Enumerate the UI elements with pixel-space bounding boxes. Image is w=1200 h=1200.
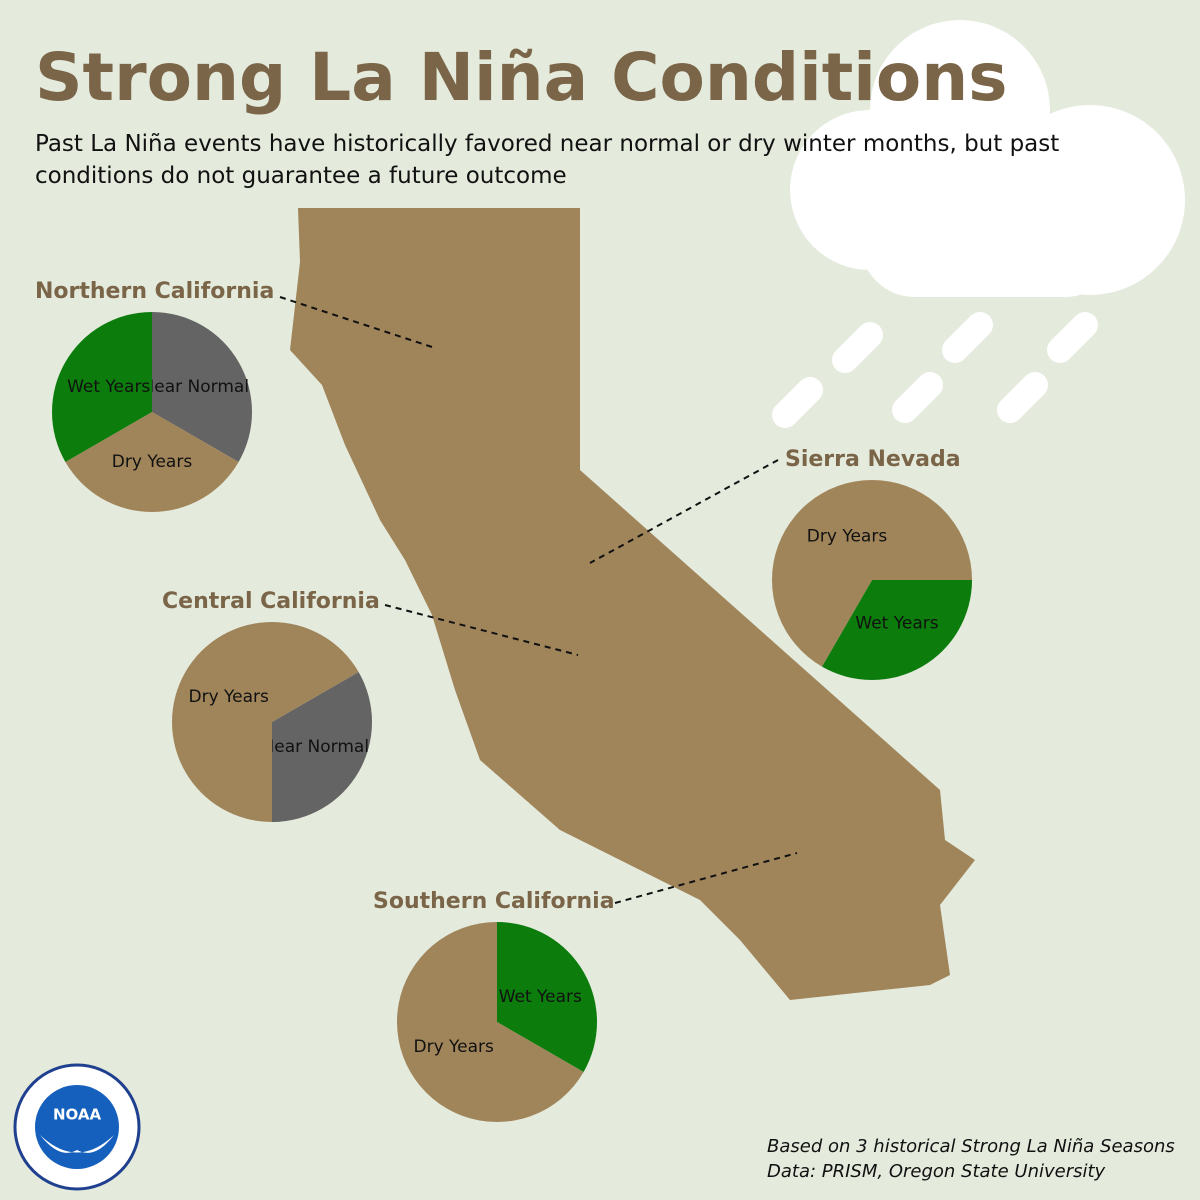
pie-slice (272, 672, 373, 822)
slice-label: Dry Years (807, 527, 888, 547)
region-label: Southern California (373, 889, 615, 914)
leader-line (384, 604, 579, 656)
leader-line (589, 459, 779, 564)
slice-label: Dry Years (413, 1037, 494, 1057)
slice-label: Wet Years (499, 987, 582, 1007)
footnote: Data: PRISM, Oregon State University (767, 1161, 1106, 1182)
pie-slice (52, 312, 152, 462)
cloud (772, 20, 1185, 428)
region-label: Northern California (35, 279, 274, 304)
slice-label: Wet Years (67, 377, 150, 397)
slice-label: Dry Years (112, 452, 193, 472)
pie-slice (771, 479, 972, 667)
leader-line (279, 296, 436, 349)
slice-label: Wet Years (855, 613, 938, 633)
pie-slice (172, 622, 359, 822)
slice-label: Near Normal (142, 377, 250, 397)
slice-label: Dry Years (188, 687, 269, 707)
noaa-logo: NOAA (13, 1063, 141, 1191)
region-label: Central California (162, 589, 380, 614)
pie-slice (396, 922, 584, 1122)
pie-slice (822, 580, 972, 680)
subtitle-box: Past La Niña events have historically fa… (35, 131, 1060, 189)
footnote: Based on 3 historical Strong La Niña Sea… (767, 1136, 1175, 1157)
subtitle: Past La Niña events have historically fa… (35, 131, 1060, 189)
leader-line (614, 852, 798, 904)
california-map (290, 208, 975, 1000)
region-label: Sierra Nevada (785, 447, 961, 472)
slice-label: Near Normal (262, 737, 370, 757)
pie-slice (152, 312, 252, 462)
logo-text: NOAA (53, 1106, 102, 1124)
pie-slice (497, 922, 597, 1072)
title: Strong La Niña Conditions (35, 39, 1008, 116)
